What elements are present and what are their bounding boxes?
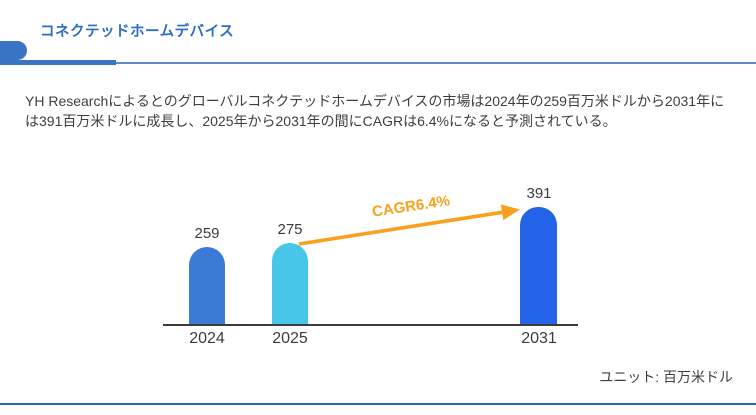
axis-label-2031: 2031: [521, 330, 557, 347]
footer-divider: [0, 403, 756, 405]
title-underline-thick: [0, 60, 116, 65]
bar-value-2024: 259: [194, 225, 220, 242]
page-title: コネクテッドホームデバイス: [40, 24, 235, 40]
axis-label-2024: 2024: [189, 330, 225, 347]
unit-label: ユニット: 百万米ドル: [599, 369, 733, 385]
axis-label-2025: 2025: [272, 330, 308, 347]
description-line-1: YH Researchによるとのグローバルコネクテッドホームデバイスの市場は20…: [25, 93, 725, 109]
bar-value-2031: 391: [526, 185, 552, 202]
market-description: YH Researchによるとのグローバルコネクテッドホームデバイスの市場は20…: [25, 91, 749, 131]
x-axis-line: [163, 324, 578, 326]
cagr-annotation: CAGR6.4%: [370, 192, 451, 221]
description-line-2: は391百万米ドルに成長し、2025年から2031年の間にCAGRは6.4%にな…: [25, 113, 617, 129]
bar-value-2025: 275: [277, 221, 303, 238]
title-underline-thin: [0, 62, 756, 64]
bar-2025: [272, 243, 308, 324]
title-accent-shape: [0, 41, 27, 60]
bar-2024: [189, 247, 225, 324]
bar-2031: [520, 207, 557, 324]
